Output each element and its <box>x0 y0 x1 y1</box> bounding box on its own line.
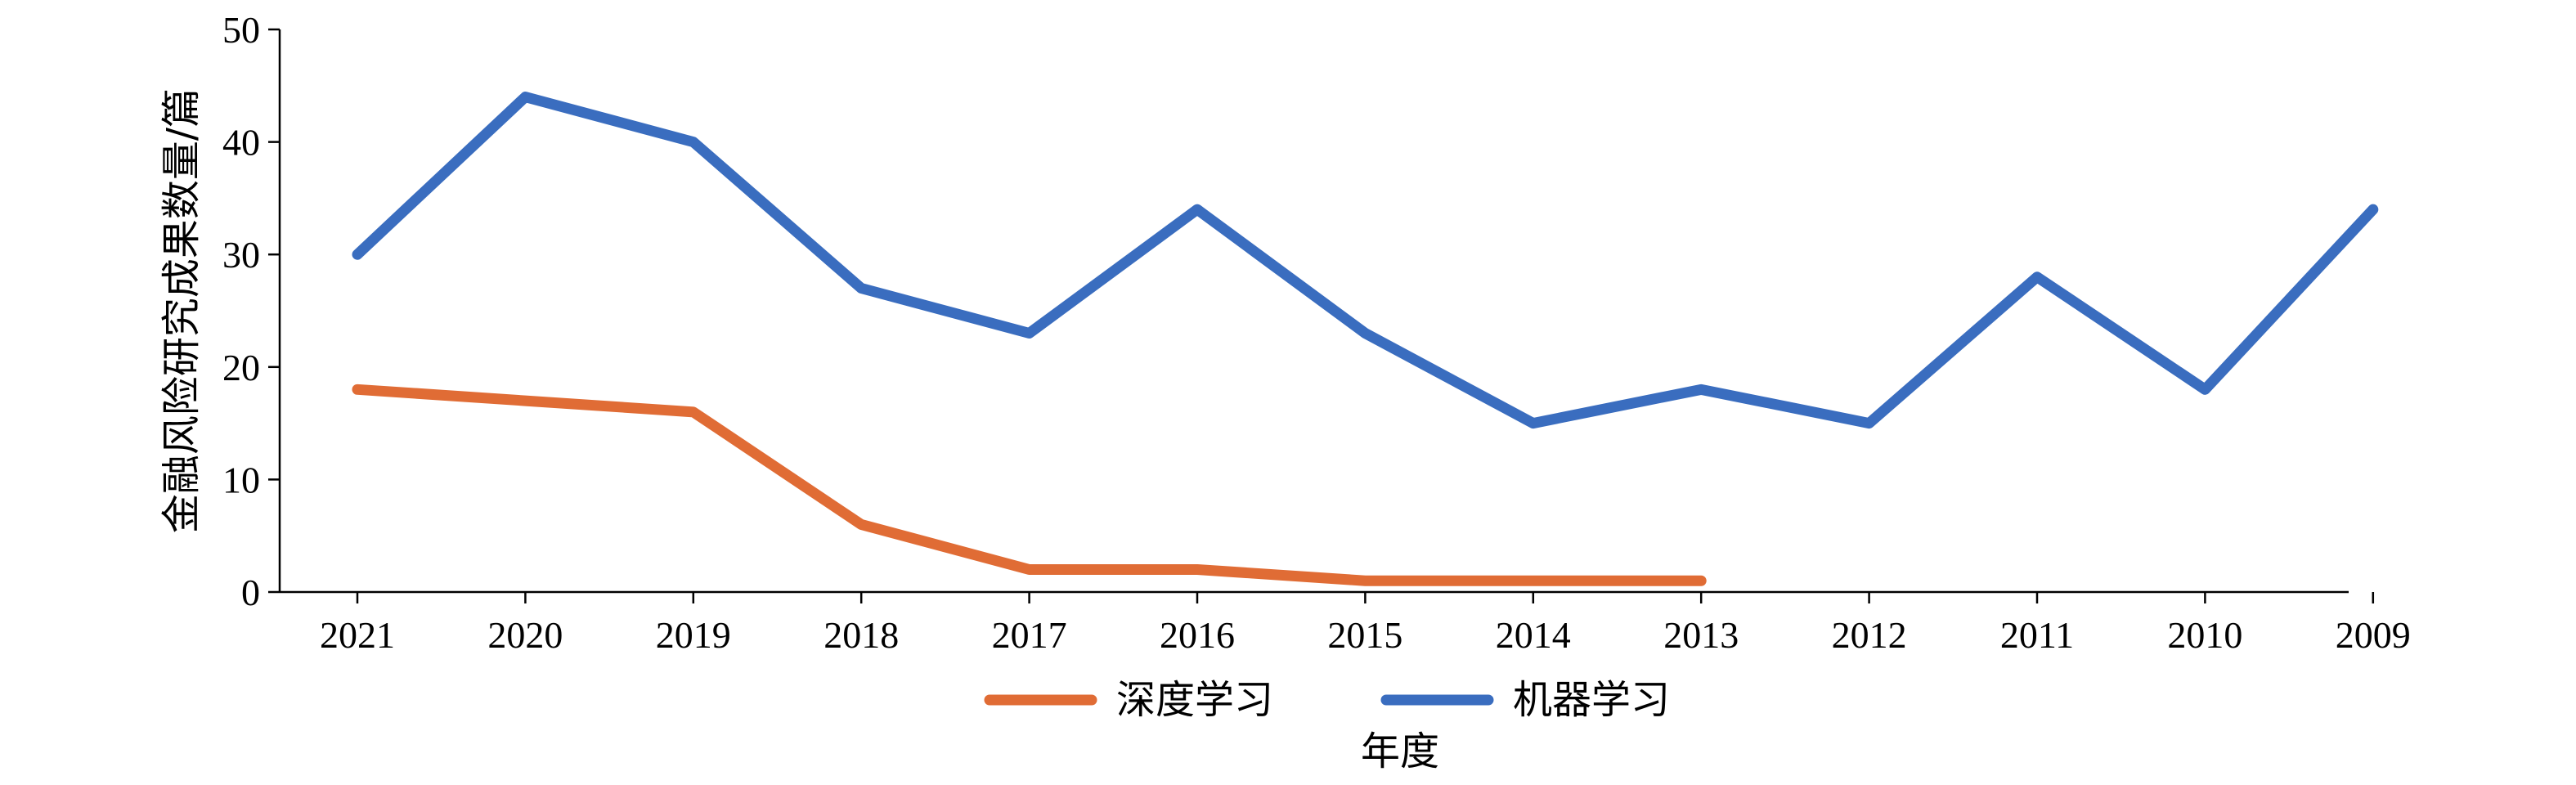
y-tick-label: 20 <box>222 347 260 388</box>
x-tick-label: 2010 <box>2167 614 2242 656</box>
x-tick-label: 2011 <box>2000 614 2074 656</box>
x-tick-label: 2012 <box>1832 614 1907 656</box>
y-tick-label: 30 <box>222 234 260 276</box>
x-tick-label: 2015 <box>1327 614 1402 656</box>
x-tick-label: 2017 <box>992 614 1067 656</box>
axes: 0 10 20 30 40 50 2021 2020 2019 2018 2017 2016 2015 2… <box>222 9 2411 656</box>
y-tick-label: 10 <box>222 459 260 500</box>
x-tick-label: 2013 <box>1663 614 1739 656</box>
y-tick-label: 40 <box>222 122 260 164</box>
x-tick-label: 2021 <box>320 614 395 656</box>
series-layer <box>352 92 2379 586</box>
x-tick-label: 2016 <box>1160 614 1235 656</box>
series-line-1 <box>352 92 2379 429</box>
series-line-0 <box>352 384 1707 586</box>
y-tick-label: 50 <box>222 9 260 51</box>
y-axis-title: 金融风险研究成果数量/篇 <box>159 88 204 533</box>
legend-label-0: 深度学习 <box>1116 677 1273 723</box>
x-axis-title: 年度 <box>1361 729 1439 774</box>
x-tick-label: 2014 <box>1496 614 1571 656</box>
y-tick-label: 0 <box>241 572 260 613</box>
x-tick-label: 2009 <box>2336 614 2411 656</box>
x-tick-label: 2018 <box>824 614 899 656</box>
legend-label-1: 机器学习 <box>1513 677 1670 723</box>
x-tick-label: 2020 <box>487 614 563 656</box>
legend: 深度学习 机器学习 <box>984 677 1670 723</box>
x-tick-label: 2019 <box>656 614 731 656</box>
